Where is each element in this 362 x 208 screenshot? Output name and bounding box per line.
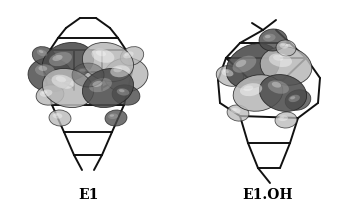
Ellipse shape — [278, 115, 288, 121]
Ellipse shape — [42, 68, 94, 108]
Ellipse shape — [123, 51, 134, 58]
Ellipse shape — [268, 80, 289, 94]
Ellipse shape — [38, 66, 47, 71]
Ellipse shape — [52, 113, 62, 119]
Ellipse shape — [285, 90, 311, 110]
Ellipse shape — [265, 35, 270, 38]
Ellipse shape — [28, 58, 72, 92]
Ellipse shape — [96, 50, 106, 56]
Ellipse shape — [119, 89, 125, 92]
Ellipse shape — [36, 85, 64, 105]
Ellipse shape — [35, 64, 55, 76]
Ellipse shape — [32, 47, 56, 65]
Ellipse shape — [260, 47, 312, 85]
Text: E1: E1 — [78, 188, 98, 202]
Ellipse shape — [280, 116, 284, 119]
Ellipse shape — [243, 85, 253, 91]
Ellipse shape — [110, 114, 114, 117]
Ellipse shape — [77, 68, 91, 76]
Ellipse shape — [227, 105, 249, 121]
Ellipse shape — [56, 76, 66, 82]
Ellipse shape — [273, 55, 283, 61]
Ellipse shape — [232, 108, 237, 111]
Text: E1.OH: E1.OH — [243, 188, 293, 202]
Ellipse shape — [83, 42, 134, 82]
Ellipse shape — [120, 47, 144, 65]
Ellipse shape — [113, 67, 122, 72]
Ellipse shape — [117, 88, 129, 95]
Ellipse shape — [240, 83, 262, 96]
Ellipse shape — [49, 52, 72, 66]
Ellipse shape — [89, 78, 112, 92]
Ellipse shape — [108, 113, 118, 119]
Ellipse shape — [79, 69, 85, 73]
Ellipse shape — [51, 75, 74, 89]
Ellipse shape — [233, 75, 283, 111]
Ellipse shape — [216, 66, 244, 86]
Ellipse shape — [52, 55, 63, 61]
Ellipse shape — [259, 29, 287, 51]
Ellipse shape — [276, 40, 296, 56]
Ellipse shape — [233, 56, 256, 73]
Ellipse shape — [275, 112, 297, 128]
Ellipse shape — [236, 60, 246, 67]
Ellipse shape — [223, 70, 229, 73]
Ellipse shape — [92, 49, 114, 63]
Ellipse shape — [105, 110, 127, 126]
Ellipse shape — [289, 95, 300, 102]
Ellipse shape — [263, 34, 275, 41]
Ellipse shape — [259, 74, 307, 111]
Ellipse shape — [290, 96, 295, 99]
Ellipse shape — [269, 53, 292, 67]
Ellipse shape — [49, 110, 71, 126]
Ellipse shape — [92, 81, 102, 87]
Ellipse shape — [83, 68, 134, 108]
Ellipse shape — [226, 44, 280, 88]
Ellipse shape — [112, 85, 140, 105]
Ellipse shape — [37, 49, 47, 56]
Ellipse shape — [272, 82, 281, 88]
Ellipse shape — [104, 58, 148, 92]
Ellipse shape — [281, 43, 285, 46]
Ellipse shape — [42, 91, 47, 94]
Ellipse shape — [125, 53, 129, 56]
Ellipse shape — [54, 114, 59, 116]
Ellipse shape — [279, 43, 289, 48]
Ellipse shape — [40, 89, 52, 97]
Ellipse shape — [110, 65, 130, 77]
Ellipse shape — [39, 50, 43, 53]
Ellipse shape — [221, 69, 233, 76]
Ellipse shape — [231, 108, 240, 113]
Ellipse shape — [42, 42, 94, 82]
Ellipse shape — [72, 63, 104, 87]
